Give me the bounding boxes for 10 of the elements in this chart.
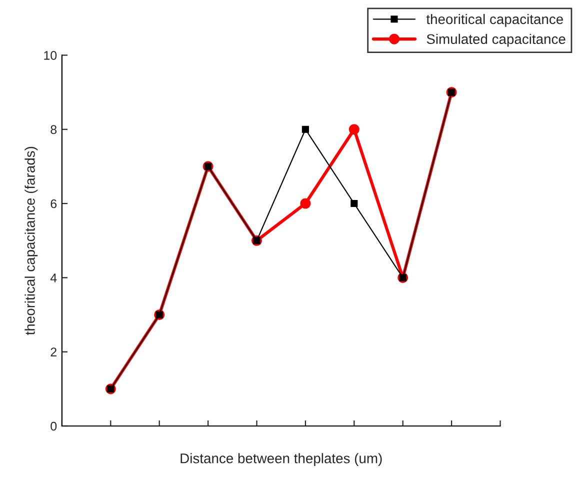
y-axis-title: theoritical capacitance (farads) (24, 146, 38, 335)
legend-label: theoritical capacitance (426, 14, 563, 27)
y-tick-label: 4 (50, 274, 57, 282)
y-tick-label: 2 (50, 348, 56, 356)
y-tick-label: 10 (44, 51, 57, 60)
y-tick-label: 6 (50, 199, 57, 208)
y-tick-label: 8 (50, 125, 57, 134)
legend-label: Simulated capacitance (426, 34, 566, 47)
y-tick-label: 0 (50, 422, 57, 431)
x-axis-title: Distance between theplates (um) (180, 453, 382, 466)
